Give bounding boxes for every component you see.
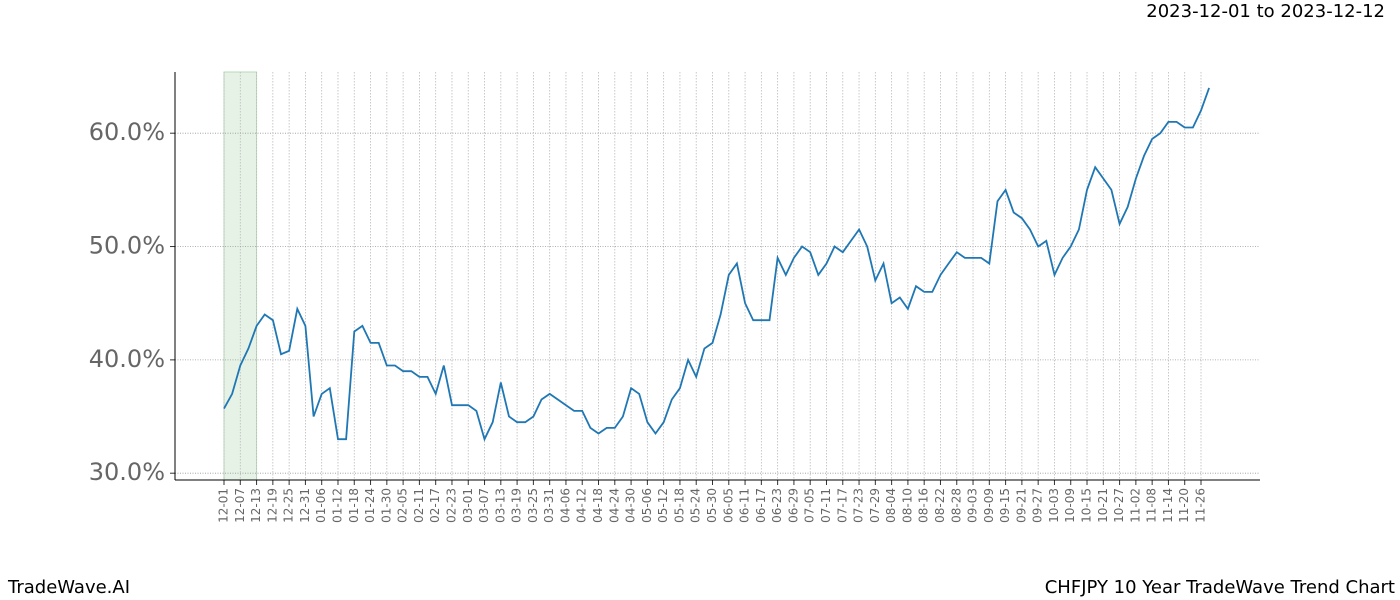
x-tick-label: 09-09 — [982, 488, 996, 523]
x-tick-label: 08-04 — [884, 488, 898, 523]
x-tick-label: 10-21 — [1096, 488, 1110, 523]
trend-line — [223, 87, 1210, 442]
x-tick-label: 10-27 — [1112, 488, 1126, 523]
x-tick-label: 03-25 — [526, 488, 540, 523]
x-tick-label: 02-23 — [444, 488, 458, 523]
x-tick-label: 12-07 — [233, 488, 247, 523]
x-tick-label: 12-19 — [265, 488, 279, 523]
x-tick-label: 06-17 — [754, 488, 768, 523]
x-tick-label: 12-31 — [298, 488, 312, 523]
x-tick-label: 04-24 — [607, 488, 621, 523]
x-tick-label: 01-24 — [363, 488, 377, 523]
x-tick-label: 10-15 — [1080, 488, 1094, 523]
y-tick-label: 40.0% — [89, 345, 165, 373]
x-tick-label: 05-24 — [689, 488, 703, 523]
x-tick-label: 02-05 — [396, 488, 410, 523]
x-tick-label: 01-30 — [379, 488, 393, 523]
brand: TradeWave.AI — [7, 577, 130, 598]
x-tick-label: 07-23 — [852, 488, 866, 523]
x-tick-label: 12-13 — [249, 488, 263, 523]
x-tick-label: 04-06 — [558, 488, 572, 523]
x-tick-label: 01-12 — [330, 488, 344, 523]
x-tick-label: 01-06 — [314, 488, 328, 523]
x-tick-label: 06-05 — [721, 488, 735, 523]
x-tick-label: 05-18 — [672, 488, 686, 523]
x-tick-label: 07-29 — [868, 488, 882, 523]
x-tick-label: 04-30 — [624, 488, 638, 523]
x-tick-label: 12-25 — [282, 488, 296, 523]
x-tick-label: 07-17 — [835, 488, 849, 523]
x-tick-label: 08-28 — [949, 488, 963, 523]
x-tick-label: 01-18 — [347, 488, 361, 523]
x-tick-label: 03-13 — [493, 488, 507, 523]
chart-title: CHFJPY 10 Year TradeWave Trend Chart — [1045, 577, 1395, 598]
x-tick-label: 11-08 — [1145, 488, 1159, 523]
y-tick-label: 60.0% — [89, 118, 165, 146]
x-tick-label: 03-07 — [477, 488, 491, 523]
y-tick-label: 50.0% — [89, 232, 165, 260]
x-tick-label: 10-09 — [1063, 488, 1077, 523]
x-tick-label: 07-05 — [803, 488, 817, 523]
x-tick-label: 04-12 — [575, 488, 589, 523]
x-tick-label: 06-11 — [738, 488, 752, 523]
x-tick-label: 12-01 — [217, 488, 231, 523]
x-tick-label: 03-19 — [510, 488, 524, 523]
x-tick-label: 11-02 — [1128, 488, 1142, 523]
x-tick-label: 09-21 — [1014, 488, 1028, 523]
x-tick-label: 03-31 — [542, 488, 556, 523]
x-tick-label: 06-29 — [786, 488, 800, 523]
x-tick-label: 11-26 — [1194, 488, 1208, 523]
x-tick-label: 03-01 — [461, 488, 475, 523]
x-tick-label: 02-17 — [428, 488, 442, 523]
y-tick-label: 30.0% — [89, 458, 165, 486]
x-tick-label: 05-12 — [656, 488, 670, 523]
x-tick-label: 08-22 — [933, 488, 947, 523]
date-range: 2023-12-01 to 2023-12-12 — [1146, 1, 1385, 22]
x-tick-label: 10-03 — [1047, 488, 1061, 523]
x-tick-label: 05-30 — [705, 488, 719, 523]
x-tick-label: 11-14 — [1161, 488, 1175, 523]
x-tick-label: 09-03 — [966, 488, 980, 523]
x-tick-label: 06-23 — [770, 488, 784, 523]
x-tick-label: 07-11 — [819, 488, 833, 523]
x-tick-label: 08-10 — [900, 488, 914, 523]
x-tick-label: 09-27 — [1031, 488, 1045, 523]
x-tick-label: 05-06 — [640, 488, 654, 523]
x-tick-label: 11-20 — [1177, 488, 1191, 523]
x-tick-label: 09-15 — [998, 488, 1012, 523]
x-tick-label: 04-18 — [591, 488, 605, 523]
x-tick-label: 08-16 — [917, 488, 931, 523]
x-tick-label: 02-11 — [412, 488, 426, 523]
